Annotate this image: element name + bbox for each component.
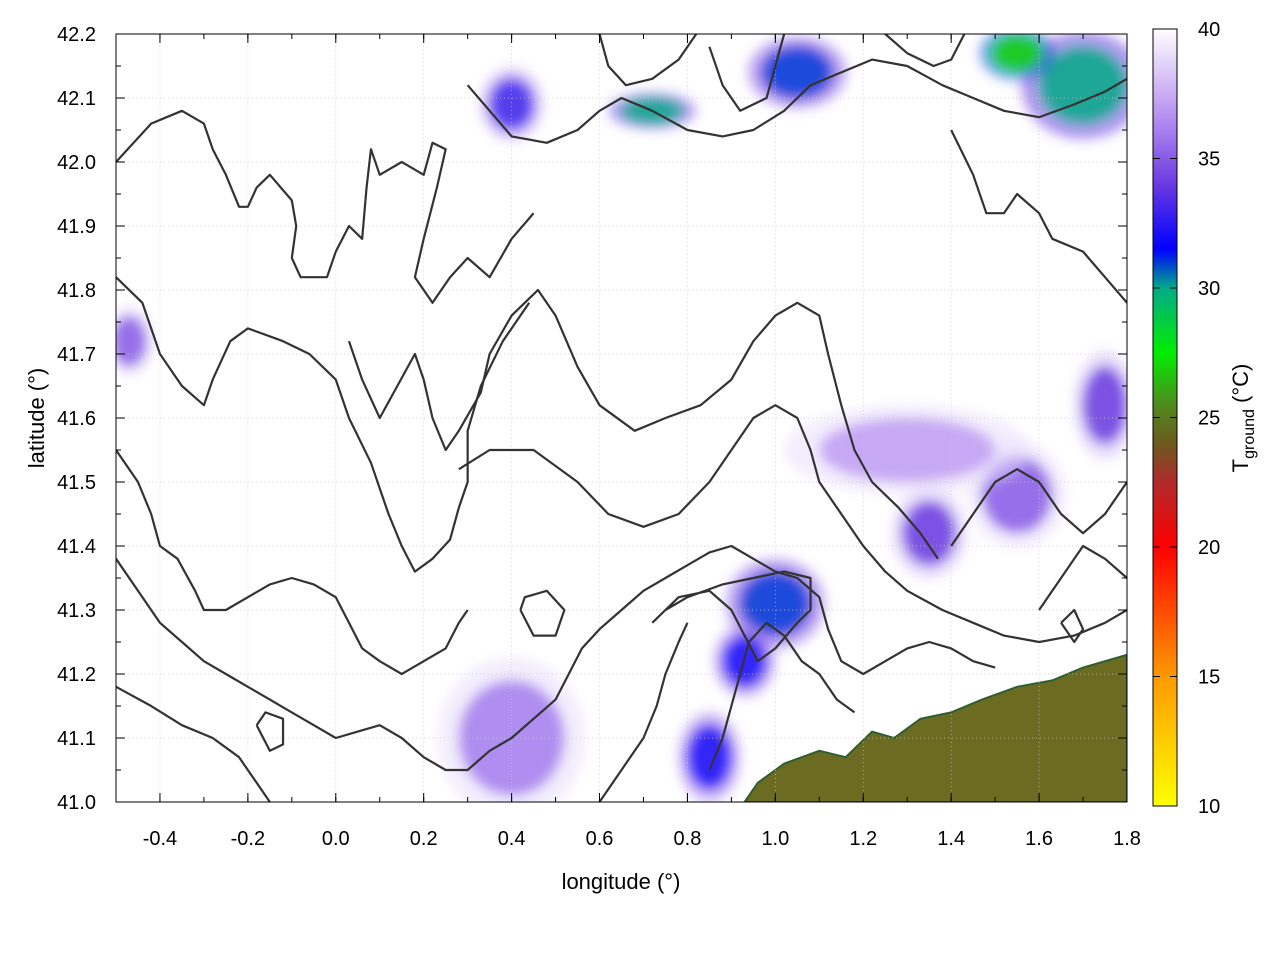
y-tick-label: 41.5 <box>57 472 96 494</box>
contour-line <box>116 685 271 802</box>
contour-line <box>651 570 812 663</box>
x-tick-label: 0.4 <box>498 828 526 850</box>
x-tick-label: 0.6 <box>586 828 614 850</box>
y-tick-label: 41.6 <box>57 408 96 430</box>
y-tick-label: 42.0 <box>57 152 96 174</box>
x-tick-label: -0.2 <box>231 828 265 850</box>
contour-line <box>1038 544 1127 611</box>
sea-area <box>743 653 1127 802</box>
colorbar-tick-label: 30 <box>1198 278 1220 300</box>
contour-line <box>116 544 996 772</box>
colorbar-tick-label: 10 <box>1198 796 1220 818</box>
colorbar-label-sub: ground <box>1241 409 1258 459</box>
colorbar-tick-label: 40 <box>1198 19 1220 41</box>
hotspot <box>740 571 811 636</box>
y-tick-label: 42.1 <box>57 88 96 110</box>
y-tick-label: 41.0 <box>57 792 96 814</box>
hotspot <box>1039 46 1127 124</box>
colorbar-ticks: 10 15 20 25 30 35 40 <box>1153 19 1220 818</box>
colorbar-label-main: T <box>1228 459 1253 472</box>
contour-line <box>458 404 1127 644</box>
contour-line <box>950 468 1127 547</box>
x-tick-label: 0.8 <box>674 828 702 850</box>
contour-line <box>519 589 566 637</box>
y-tick-label: 41.3 <box>57 600 96 622</box>
heatmap-layer <box>116 34 1127 802</box>
y-axis: 41.0 41.1 41.2 41.3 41.4 41.5 41.6 41.7 41.8 41.9… <box>57 24 1127 814</box>
hotspot-group <box>116 34 1127 802</box>
colorbar-tick-label: 15 <box>1198 667 1220 689</box>
x-tick-label: 1.8 <box>1113 828 1141 850</box>
contour-line <box>598 34 698 87</box>
y-axis-label: latitude (°) <box>24 368 49 469</box>
hotspot <box>116 315 147 367</box>
contour-line <box>884 34 966 68</box>
y-tick-label: 42.2 <box>57 24 96 46</box>
x-tick-label: 1.2 <box>849 828 877 850</box>
contour-line <box>950 129 1127 304</box>
grid-layer <box>116 34 1127 802</box>
contour-line <box>1060 608 1085 644</box>
x-tick-label: 1.4 <box>937 828 965 850</box>
y-tick-label: 41.4 <box>57 536 96 558</box>
hotspot <box>819 418 996 482</box>
contour-line <box>116 276 531 573</box>
hotspot <box>762 46 833 98</box>
hotspot <box>990 34 1044 73</box>
contour-line <box>598 622 689 802</box>
contour-line <box>347 288 939 560</box>
y-tick-label: 41.9 <box>57 216 96 238</box>
contour-line <box>116 449 469 676</box>
colorbar-tick-label: 35 <box>1198 149 1220 171</box>
contour-line <box>708 34 786 112</box>
hotspot <box>489 78 534 130</box>
x-tick-label: -0.4 <box>143 828 177 850</box>
x-tick-label: 0.0 <box>322 828 350 850</box>
colorbar: 10 15 20 25 30 35 40 Tground (°C) <box>1152 19 1258 818</box>
colorbar-label-unit: (°C) <box>1228 364 1253 409</box>
y-tick-label: 41.7 <box>57 344 96 366</box>
colorbar-tick-label: 25 <box>1198 408 1220 430</box>
hotspot <box>902 501 956 566</box>
y-tick-label: 41.8 <box>57 280 96 302</box>
x-tick-label: 1.0 <box>761 828 789 850</box>
x-axis: -0.4 -0.2 0.0 0.2 0.4 0.6 0.8 1.0 1.2 1.4 1.6 1.8 <box>115 34 1141 850</box>
x-axis-label: longitude (°) <box>562 869 681 894</box>
colorbar-tick-label: 20 <box>1198 537 1220 559</box>
contour-line <box>466 58 1127 144</box>
colorbar-label: Tground (°C) <box>1228 364 1258 473</box>
y-tick-label: 41.1 <box>57 728 96 750</box>
contour-layer <box>116 34 1127 802</box>
contour-line <box>708 621 856 771</box>
x-tick-label: 1.6 <box>1025 828 1053 850</box>
contour-line <box>255 711 285 752</box>
hotspot <box>1083 366 1127 444</box>
x-tick-label: 0.2 <box>410 828 438 850</box>
hotspot <box>687 725 732 790</box>
contour-line <box>116 109 535 304</box>
y-tick-label: 41.2 <box>57 664 96 686</box>
